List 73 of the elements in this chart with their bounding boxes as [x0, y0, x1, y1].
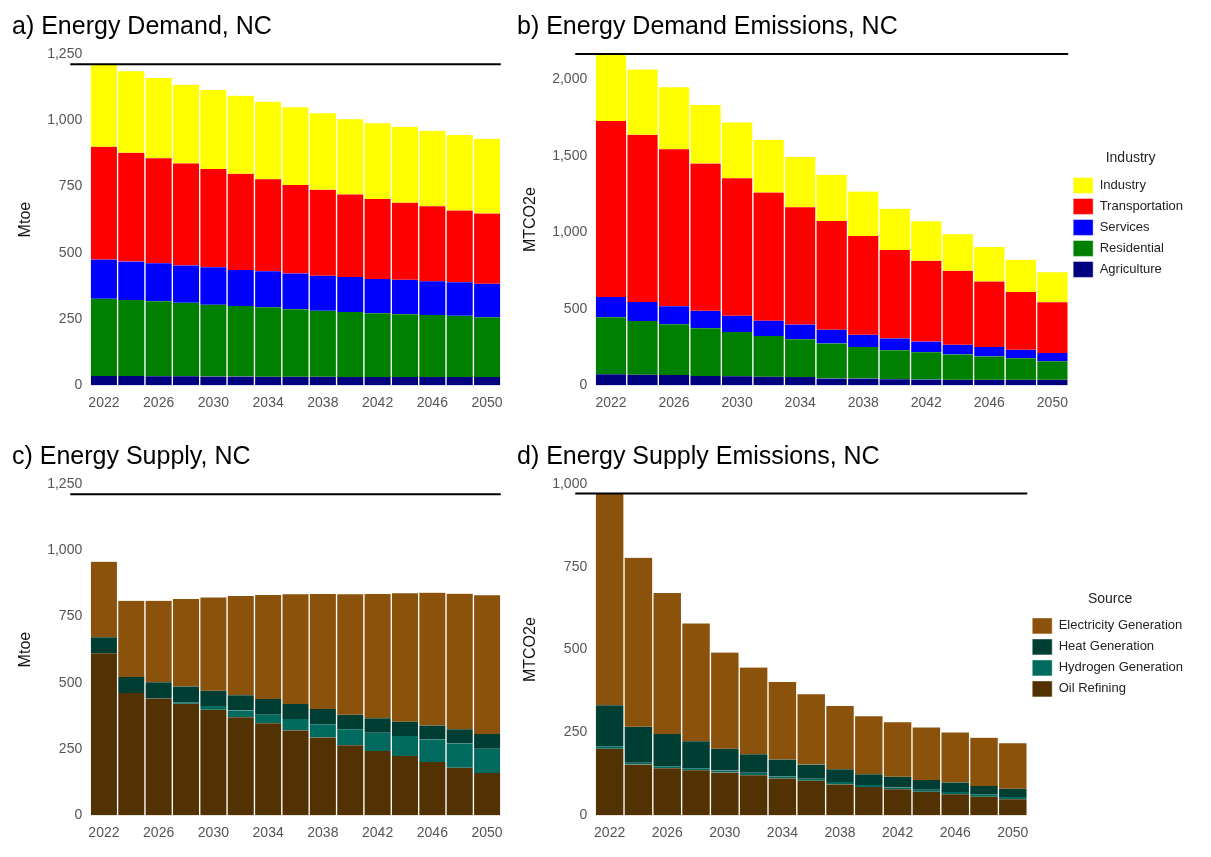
y-tick-label: 750	[563, 557, 588, 574]
y-tick-label: 250	[563, 723, 588, 740]
y-tick-label: 500	[563, 299, 588, 316]
legend-label: Hydrogen Generation	[1058, 659, 1184, 675]
x-tick-label: 2050	[471, 394, 503, 411]
x-tick-label: 2050	[997, 824, 1029, 841]
chart-title: b) Energy Demand Emissions, NC	[517, 10, 898, 39]
legend-label: Agriculture	[1099, 260, 1162, 276]
x-tick-label: 2030	[721, 394, 753, 411]
y-tick-label: 1,250	[47, 474, 83, 491]
x-tick-label: 2026	[143, 394, 175, 411]
x-tick-label: 2038	[824, 824, 856, 841]
chart-title: d) Energy Supply Emissions, NC	[517, 440, 880, 469]
legend-label: Residential	[1099, 239, 1165, 255]
y-axis-title: Mtoe	[16, 631, 34, 668]
y-tick-label: 750	[58, 177, 83, 194]
chart-title: c) Energy Supply, NC	[12, 440, 251, 469]
x-tick-label: 2034	[252, 394, 284, 411]
x-tick-label: 2030	[197, 394, 230, 411]
y-tick-label: 0	[74, 376, 83, 393]
x-tick-label: 2022	[88, 394, 120, 411]
legend-label: Heat Generation	[1058, 638, 1155, 654]
x-tick-label: 2030	[709, 824, 741, 841]
y-tick-label: 250	[58, 309, 83, 326]
y-tick-label: 0	[579, 806, 588, 823]
x-tick-label: 2022	[594, 824, 626, 841]
x-tick-label: 2042	[362, 394, 394, 411]
legend-title: Industry	[1105, 149, 1156, 166]
x-tick-label: 2034	[766, 824, 799, 841]
x-tick-label: 2042	[362, 824, 394, 841]
y-tick-label: 500	[58, 243, 83, 260]
y-tick-label: 1,000	[552, 474, 588, 491]
y-tick-label: 1,250	[47, 44, 83, 61]
x-tick-label: 2022	[88, 824, 120, 841]
x-tick-label: 2046	[416, 394, 449, 411]
x-tick-label: 2046	[416, 824, 449, 841]
x-tick-label: 2042	[882, 824, 914, 841]
x-tick-label: 2038	[307, 824, 339, 841]
x-tick-label: 2042	[910, 394, 943, 411]
x-tick-label: 2026	[143, 824, 175, 841]
y-tick-label: 1,000	[47, 541, 83, 558]
y-tick-label: 1,000	[552, 223, 588, 240]
chart-title: a) Energy Demand, NC	[12, 10, 272, 39]
x-tick-label: 2046	[939, 824, 971, 841]
y-tick-label: 1,000	[47, 111, 83, 128]
y-tick-label: 250	[58, 739, 83, 756]
x-tick-label: 2046	[973, 394, 1006, 411]
y-axis-title: MTCO2e	[521, 617, 539, 683]
x-tick-label: 2026	[651, 824, 684, 841]
y-tick-label: 0	[579, 376, 588, 393]
y-tick-label: 750	[58, 607, 83, 624]
legend-title: Source	[1087, 589, 1133, 606]
x-tick-label: 2026	[658, 394, 690, 411]
x-tick-label: 2022	[595, 394, 627, 411]
y-tick-label: 0	[74, 806, 83, 823]
y-tick-label: 1,500	[552, 146, 588, 163]
x-tick-label: 2038	[847, 394, 880, 411]
legend-label: Services	[1099, 218, 1151, 234]
y-tick-label: 2,000	[552, 70, 588, 87]
legend-label: Industry	[1099, 176, 1147, 192]
x-tick-label: 2034	[252, 824, 284, 841]
legend-label: Transportation	[1099, 197, 1184, 213]
x-tick-label: 2050	[471, 824, 503, 841]
y-axis-title: Mtoe	[16, 201, 34, 238]
legend-label: Oil Refining	[1058, 680, 1126, 696]
y-tick-label: 500	[58, 673, 83, 690]
x-tick-label: 2034	[784, 394, 816, 411]
x-tick-label: 2050	[1036, 394, 1069, 411]
y-tick-label: 500	[563, 640, 588, 657]
legend-label: Electricity Generation	[1058, 617, 1183, 633]
y-axis-title: MTCO2e	[521, 187, 539, 253]
x-tick-label: 2038	[307, 394, 339, 411]
x-tick-label: 2030	[197, 824, 230, 841]
